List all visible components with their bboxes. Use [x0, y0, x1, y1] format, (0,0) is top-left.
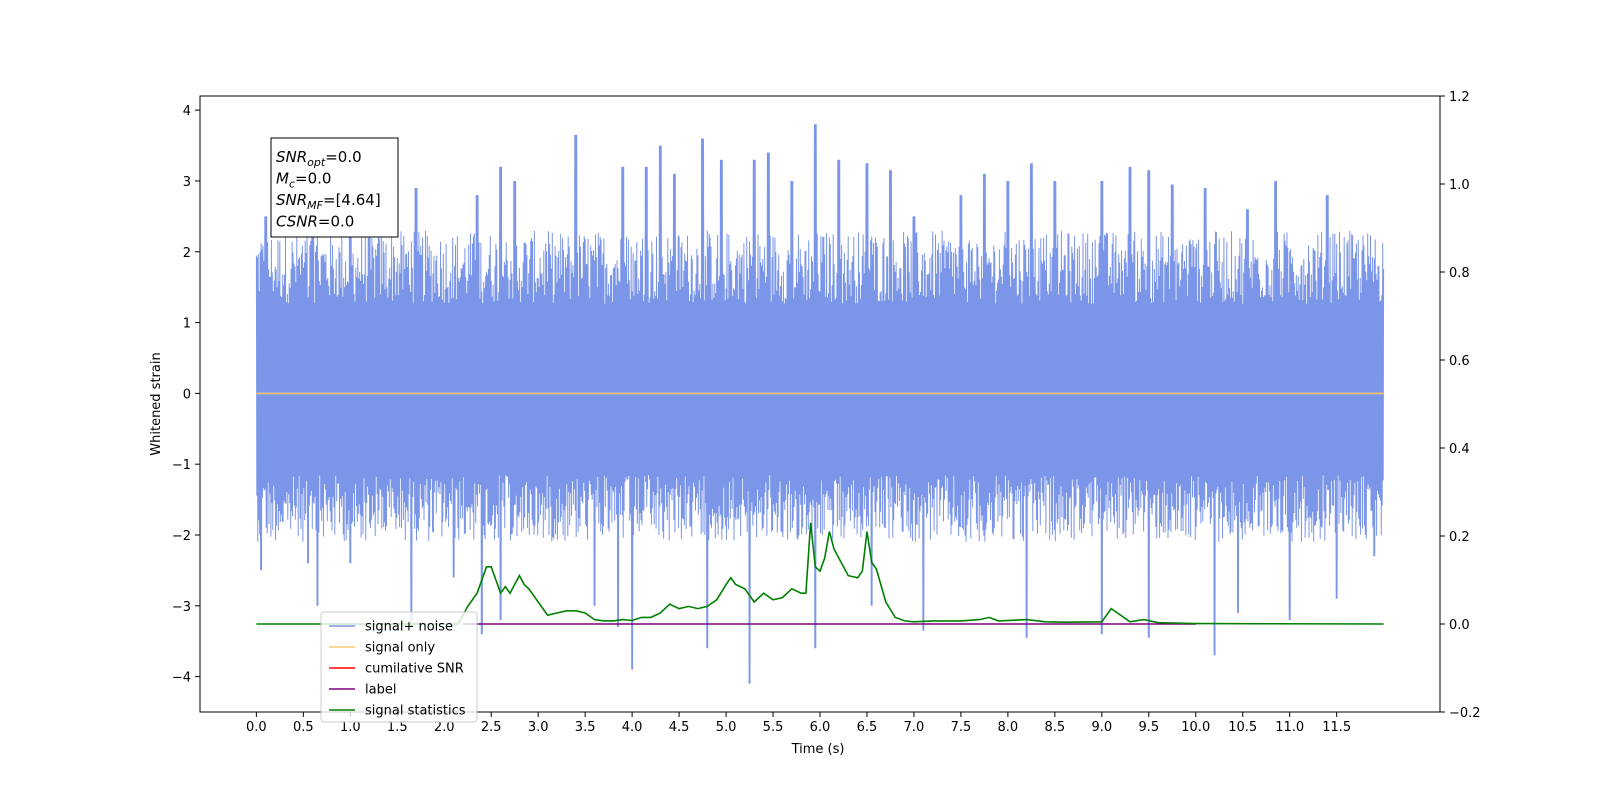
series-signal-noise [255, 124, 1385, 684]
stats-annotation-value: =[4.64] [323, 191, 381, 209]
y-right-tick-label: −0.2 [1449, 706, 1481, 721]
legend-box [320, 611, 478, 723]
x-tick-label: 8.0 [998, 720, 1019, 735]
stats-annotation-line: Mc=0.0 [276, 170, 331, 191]
x-tick-label: 2.5 [481, 720, 502, 735]
y-left-tick-label: 4 [183, 104, 191, 119]
x-tick-label: 6.0 [810, 720, 831, 735]
y-right-tick-label: 0.4 [1449, 442, 1470, 457]
x-tick-label: 10.5 [1228, 720, 1257, 735]
y-left-tick-label: −4 [172, 671, 191, 686]
stats-annotation-value: =0.0 [325, 148, 361, 166]
y-left-tick-label: −3 [172, 600, 191, 615]
stats-annotation-symbol: M [276, 170, 289, 188]
y-left-tick-label: −2 [172, 529, 191, 544]
legend-label: signal only [365, 641, 435, 656]
x-tick-label: 5.0 [716, 720, 737, 735]
x-tick-label: 3.0 [528, 720, 549, 735]
stats-annotation-symbol: SNR [276, 191, 307, 209]
x-tick-label: 6.5 [857, 720, 878, 735]
x-tick-label: 11.5 [1322, 720, 1351, 735]
stats-annotation-value: =0.0 [295, 170, 331, 188]
series-signal-statistics [256, 522, 1384, 625]
legend-label: cumilative SNR [365, 662, 464, 677]
y-right-tick-label: 0.2 [1449, 530, 1470, 545]
stats-annotation-line: SNRopt=0.0 [276, 148, 362, 169]
stats-annotation-line: SNRMF=[4.64] [276, 191, 381, 212]
x-tick-label: 3.5 [575, 720, 596, 735]
legend: signal+ noise signal only cumilative SNR la… [320, 611, 478, 723]
x-tick-label: 0.0 [246, 720, 267, 735]
y-left-tick-label: 1 [183, 317, 191, 332]
y-right-tick-label: 0.0 [1449, 618, 1470, 633]
x-tick-label: 2.0 [434, 720, 455, 735]
x-tick-label: 8.5 [1045, 720, 1066, 735]
x-tick-label: 4.0 [622, 720, 643, 735]
y-left-tick-label: 3 [183, 175, 191, 190]
x-tick-label: 10.0 [1181, 720, 1210, 735]
x-tick-label: 4.5 [669, 720, 690, 735]
x-tick-label: 7.5 [951, 720, 972, 735]
y-right-tick-label: 0.8 [1449, 266, 1470, 281]
y-axis-label: Whitened strain [149, 352, 164, 455]
x-tick-label: 1.0 [340, 720, 361, 735]
y-left-axis: 4 3 2 1 0 −1 −2 −3 −4 [172, 104, 200, 686]
x-tick-label: 1.5 [387, 720, 408, 735]
y-left-tick-label: 0 [183, 387, 191, 402]
stats-annotation-subscript: c [289, 178, 295, 191]
x-tick-label: 9.0 [1091, 720, 1112, 735]
stats-annotation-subscript: opt [307, 156, 326, 169]
y-right-tick-label: 1.2 [1449, 90, 1470, 105]
stats-annotation-symbol: CSNR [276, 213, 318, 231]
stats-annotation-value: =0.0 [318, 213, 354, 231]
stats-annotation-line: CSNR=0.0 [276, 213, 354, 231]
x-tick-label: 0.5 [293, 720, 314, 735]
y-left-tick-label: −1 [172, 458, 191, 473]
series-layer [255, 124, 1385, 684]
x-axis-label: Time (s) [791, 742, 845, 757]
stats-annotation-box [270, 137, 399, 238]
x-tick-label: 5.5 [763, 720, 784, 735]
x-tick-label: 9.5 [1138, 720, 1159, 735]
legend-label: signal statistics [365, 704, 466, 719]
x-tick-label: 7.0 [904, 720, 925, 735]
x-axis: 0.0 0.5 1.0 1.5 2.0 2.5 3.0 3.5 4.0 4.5 5.0 5.5 6.0 6… [246, 712, 1351, 735]
y-right-tick-label: 1.0 [1449, 178, 1470, 193]
y-right-axis: 1.2 1.0 0.8 0.6 0.4 0.2 0.0 −0.2 [1440, 90, 1481, 721]
y-left-tick-label: 2 [183, 246, 191, 261]
legend-label: label [365, 683, 396, 698]
y-right-tick-label: 0.6 [1449, 354, 1470, 369]
stats-annotation-subscript: MF [307, 199, 323, 212]
legend-label: signal+ noise [365, 620, 453, 635]
x-tick-label: 11.0 [1275, 720, 1304, 735]
stats-annotation-symbol: SNR [276, 148, 307, 166]
